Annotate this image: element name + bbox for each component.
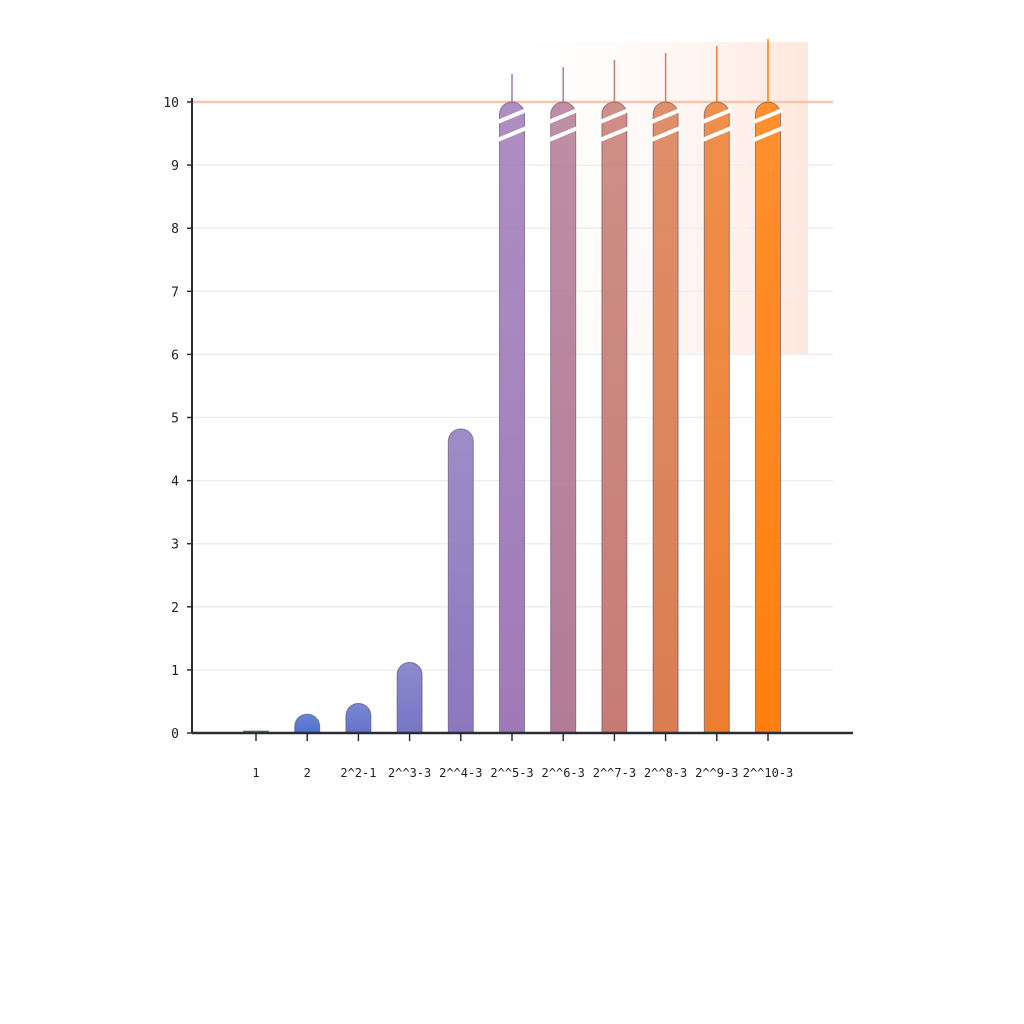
x-tick-label: 2^^9-3 — [695, 766, 738, 780]
y-tick-label: 8 — [171, 222, 179, 237]
y-tick-label: 0 — [171, 727, 179, 742]
axis-break-mark — [599, 126, 630, 142]
y-tick-label: 10 — [163, 96, 179, 111]
x-tick-label: 2^^7-3 — [593, 766, 636, 780]
bar — [601, 101, 628, 734]
x-tick-label: 2 — [304, 766, 311, 780]
axis-break-mark — [496, 108, 528, 124]
axis-break-mark — [650, 126, 681, 142]
axis-break-mark — [701, 126, 733, 142]
axis-break-mark — [650, 108, 681, 124]
x-tick-label: 2^^10-3 — [743, 766, 794, 780]
axis-break-mark — [752, 108, 784, 124]
x-tick-label: 2^^4-3 — [439, 766, 482, 780]
x-tick-label: 1 — [252, 766, 259, 780]
bar — [396, 661, 423, 734]
bar — [755, 101, 781, 734]
y-tick-label: 2 — [171, 601, 179, 616]
bar — [294, 713, 321, 734]
bar — [703, 101, 730, 734]
bar — [345, 702, 372, 734]
axis-break-mark — [701, 108, 733, 124]
axis-break-mark — [547, 126, 579, 142]
y-tick-label: 5 — [171, 412, 179, 427]
x-tick-label: 2^^5-3 — [490, 766, 533, 780]
axis-break-mark — [752, 126, 784, 142]
axis-break-mark — [599, 108, 630, 124]
y-tick-label: 7 — [171, 285, 179, 300]
y-tick-labels: 0 1 2 3 4 5 6 7 8 9 10 — [163, 96, 179, 742]
x-tick-label: 2^^3-3 — [388, 766, 431, 780]
axis-break-mark — [547, 108, 579, 124]
y-tick-label: 1 — [171, 664, 179, 679]
axes — [187, 98, 853, 741]
axis-break-mark — [496, 126, 528, 142]
bar — [550, 101, 577, 734]
y-tick-label: 4 — [171, 475, 179, 490]
bar — [447, 428, 474, 734]
bar — [652, 101, 679, 734]
bar — [499, 101, 525, 734]
y-tick-label: 6 — [171, 348, 179, 363]
y-tick-label: 3 — [171, 538, 179, 553]
y-tick-label: 9 — [171, 159, 179, 174]
x-tick-label: 2^^8-3 — [644, 766, 687, 780]
x-tick-label: 2^^6-3 — [542, 766, 585, 780]
x-tick-labels: 1 2 2^2-1 2^^3-3 2^^4-3 2^^5-3 2^^6-3 2^^7-3 2^^… — [252, 766, 793, 780]
x-tick-label: 2^2-1 — [340, 766, 376, 780]
bars — [243, 39, 784, 734]
